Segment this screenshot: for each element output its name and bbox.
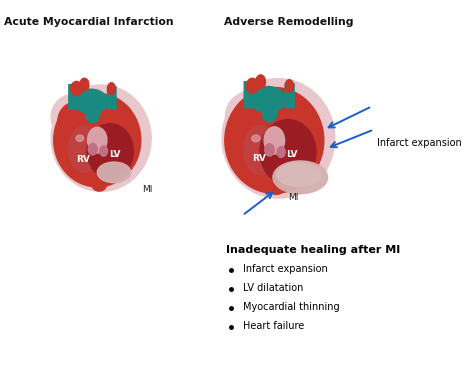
Text: RV: RV [76,155,90,164]
Ellipse shape [246,78,259,93]
Ellipse shape [277,147,285,158]
Ellipse shape [92,180,106,191]
Ellipse shape [283,102,311,130]
Text: Inadequate healing after MI: Inadequate healing after MI [226,245,400,255]
Text: MI: MI [288,193,299,202]
Ellipse shape [86,105,100,123]
Ellipse shape [226,91,277,141]
Text: Myocardial thinning: Myocardial thinning [243,302,339,312]
Ellipse shape [225,88,324,193]
Ellipse shape [97,162,131,183]
Ellipse shape [51,94,100,140]
Ellipse shape [265,144,274,156]
Ellipse shape [269,182,284,194]
Ellipse shape [58,102,98,140]
Ellipse shape [280,94,318,132]
Text: Acute Myocardial Infarction: Acute Myocardial Infarction [4,17,173,27]
Text: RV: RV [252,154,266,163]
Ellipse shape [54,93,141,187]
Ellipse shape [51,85,151,191]
Ellipse shape [260,120,316,185]
FancyBboxPatch shape [69,85,86,109]
Ellipse shape [68,126,100,172]
FancyBboxPatch shape [247,96,283,108]
Text: LV: LV [109,150,121,159]
Ellipse shape [233,99,275,141]
Ellipse shape [88,143,97,155]
Ellipse shape [244,125,278,175]
Ellipse shape [100,146,108,156]
Text: Adverse Remodelling: Adverse Remodelling [224,17,353,27]
Ellipse shape [222,78,335,198]
Ellipse shape [105,103,132,130]
Ellipse shape [273,161,328,194]
Ellipse shape [262,103,277,122]
FancyBboxPatch shape [72,97,105,109]
Ellipse shape [108,83,115,94]
Ellipse shape [256,75,265,89]
Ellipse shape [87,124,133,179]
Ellipse shape [277,163,321,186]
Ellipse shape [76,135,84,141]
Text: Infarct expansion: Infarct expansion [243,264,328,274]
Ellipse shape [71,81,82,96]
Ellipse shape [88,127,107,153]
Ellipse shape [80,78,89,91]
Text: LV: LV [286,150,298,158]
Text: LV dilatation: LV dilatation [243,283,303,293]
FancyBboxPatch shape [244,81,262,108]
Ellipse shape [74,89,108,114]
Ellipse shape [103,97,138,132]
FancyBboxPatch shape [108,86,116,109]
Ellipse shape [252,135,260,142]
Text: MI: MI [142,185,153,194]
Text: Infarct expansion: Infarct expansion [377,138,462,148]
Text: Heart failure: Heart failure [243,321,304,331]
Ellipse shape [250,86,285,113]
Ellipse shape [264,127,284,154]
FancyBboxPatch shape [285,84,294,108]
Ellipse shape [285,80,293,92]
